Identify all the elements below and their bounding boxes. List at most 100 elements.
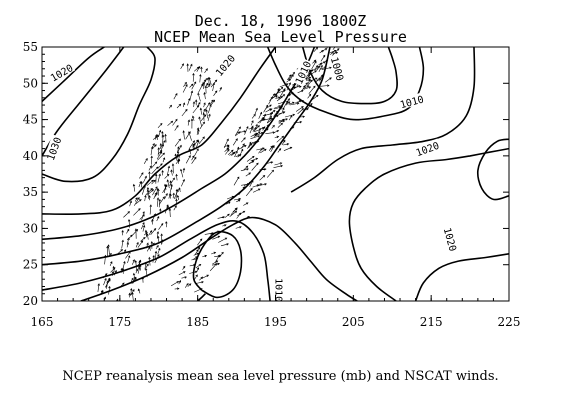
wind-vector	[139, 172, 144, 179]
wind-vector	[236, 199, 241, 203]
isobar	[348, 147, 509, 301]
wind-vector	[187, 119, 191, 126]
wind-vector	[173, 205, 177, 211]
wind-vector	[155, 191, 158, 197]
wind-vector	[245, 187, 253, 197]
wind-vector	[189, 140, 195, 149]
wind-vector	[144, 229, 148, 238]
wind-vector	[258, 148, 263, 154]
wind-vector	[318, 61, 326, 66]
wind-vector	[224, 213, 230, 219]
wind-vector	[130, 277, 134, 283]
wind-vector	[168, 104, 173, 109]
wind-vector	[150, 161, 158, 169]
wind-vector	[251, 162, 259, 171]
isobar	[42, 47, 316, 241]
wind-vector	[321, 66, 332, 70]
wind-vector	[142, 224, 146, 232]
wind-vector	[253, 188, 261, 193]
wind-vector	[181, 276, 187, 279]
wind-vector	[199, 121, 205, 130]
wind-vector	[235, 126, 241, 136]
wind-vector	[110, 267, 116, 273]
wind-vector	[178, 280, 181, 285]
wind-vector	[248, 160, 255, 164]
wind-vector	[131, 229, 139, 236]
wind-vector	[266, 104, 272, 109]
wind-vector	[311, 60, 317, 70]
wind-vector	[150, 146, 154, 156]
wind-vector	[278, 120, 286, 123]
wind-vector	[178, 271, 186, 276]
wind-vector	[182, 102, 186, 108]
wind-vector	[197, 238, 203, 246]
wind-vector	[325, 77, 332, 83]
y-tick-label: 30	[23, 221, 38, 235]
wind-vector	[199, 107, 203, 115]
wind-vector	[237, 153, 242, 158]
wind-vector	[223, 138, 229, 149]
wind-vector	[130, 287, 133, 295]
isobar	[192, 230, 243, 299]
y-tick-label: 35	[23, 185, 38, 199]
wind-vector	[198, 136, 205, 145]
wind-vector	[270, 111, 273, 116]
wind-vector	[182, 130, 185, 140]
wind-vector	[146, 233, 149, 240]
wind-vector	[156, 151, 163, 160]
wind-vector	[281, 139, 286, 146]
wind-vector	[175, 188, 179, 200]
wind-vector	[128, 292, 131, 298]
wind-vector	[156, 215, 160, 222]
wind-vector	[169, 183, 173, 195]
isobar	[42, 47, 331, 266]
contour-label: 1020	[47, 60, 75, 84]
contour-label-text: 1010	[272, 278, 283, 302]
wind-vector	[256, 147, 265, 151]
wind-vector	[167, 120, 174, 126]
contour-label: 1010	[397, 92, 426, 111]
wind-vector	[162, 157, 166, 163]
wind-vector	[194, 99, 198, 106]
wind-vector	[205, 109, 208, 119]
wind-vector	[153, 192, 157, 200]
wind-vector	[158, 129, 162, 137]
wind-vector	[305, 76, 312, 80]
contour-label-bg	[413, 138, 442, 158]
wind-vector	[157, 247, 161, 255]
wind-vector	[308, 79, 313, 86]
wind-vector	[134, 260, 138, 271]
wind-vector	[210, 99, 216, 106]
wind-vector	[140, 181, 143, 188]
contour-label-bg	[291, 58, 313, 87]
wind-vector	[282, 107, 285, 112]
wind-vector	[146, 189, 154, 196]
wind-vector	[178, 187, 181, 192]
wind-vector	[273, 164, 284, 168]
wind-vector	[127, 255, 131, 264]
y-tick-label: 25	[23, 258, 38, 272]
wind-vector	[192, 101, 196, 108]
wind-vector	[219, 86, 222, 92]
wind-vector	[194, 249, 199, 256]
wind-vector	[189, 90, 194, 101]
wind-vector	[145, 263, 149, 268]
wind-vector	[148, 165, 152, 171]
wind-vector	[166, 179, 170, 189]
contour-label-bg	[329, 54, 347, 83]
wind-vector	[151, 166, 159, 175]
wind-vector	[150, 228, 157, 235]
wind-vector	[269, 145, 275, 150]
wind-vector	[105, 278, 111, 288]
wind-vector	[132, 183, 136, 192]
wind-vector	[154, 173, 158, 184]
wind-vector	[159, 143, 164, 154]
wind-vector	[188, 63, 193, 71]
wind-vector	[141, 222, 145, 230]
wind-vector	[174, 124, 179, 131]
wind-vector	[308, 85, 316, 94]
pressure-contours	[42, 47, 509, 301]
x-tick-label: 185	[186, 315, 209, 329]
wind-vector	[277, 86, 284, 94]
x-tick-label: 195	[264, 315, 287, 329]
